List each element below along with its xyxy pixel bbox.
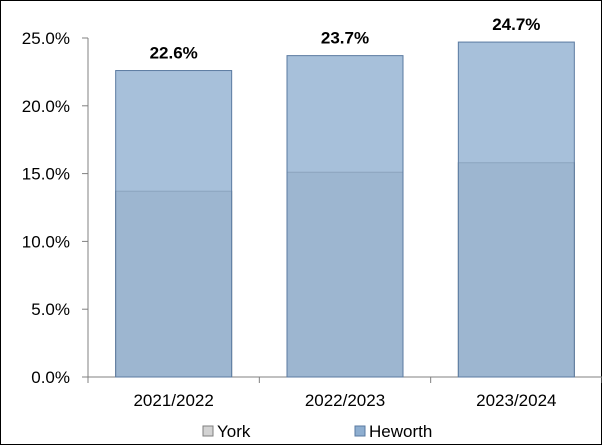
legend: York Heworth	[202, 422, 432, 441]
data-label-heworth-3: 24.7%	[492, 15, 540, 34]
bars	[115, 41, 575, 378]
y-tick-label: 0.0%	[31, 368, 70, 387]
legend-label-york: York	[217, 422, 251, 441]
y-tick-label: 10.0%	[22, 232, 70, 251]
data-label-heworth-2: 23.7%	[321, 29, 369, 48]
y-tick-label: 5.0%	[31, 300, 70, 319]
y-tick-label: 25.0%	[22, 29, 70, 48]
bar-heworth-3	[457, 41, 575, 378]
bar-heworth-1	[115, 70, 233, 378]
x-tick-label: 2022/2023	[305, 391, 385, 410]
legend-swatch-heworth	[354, 425, 366, 437]
data-label-heworth-1: 22.6%	[150, 44, 198, 63]
y-tick-label: 15.0%	[22, 165, 70, 184]
y-tick-label: 20.0%	[22, 97, 70, 116]
legend-label-heworth: Heworth	[369, 422, 432, 441]
legend-swatch-york	[202, 425, 214, 437]
x-tick-label: 2023/2024	[476, 391, 556, 410]
bar-heworth-2	[286, 55, 404, 378]
x-tick-label: 2021/2022	[133, 391, 213, 410]
axes: 0.0% 5.0% 10.0% 15.0% 20.0% 25.0% 2021/2022 202…	[22, 29, 602, 410]
data-labels: 22.6% 23.7% 24.7%	[150, 15, 541, 62]
